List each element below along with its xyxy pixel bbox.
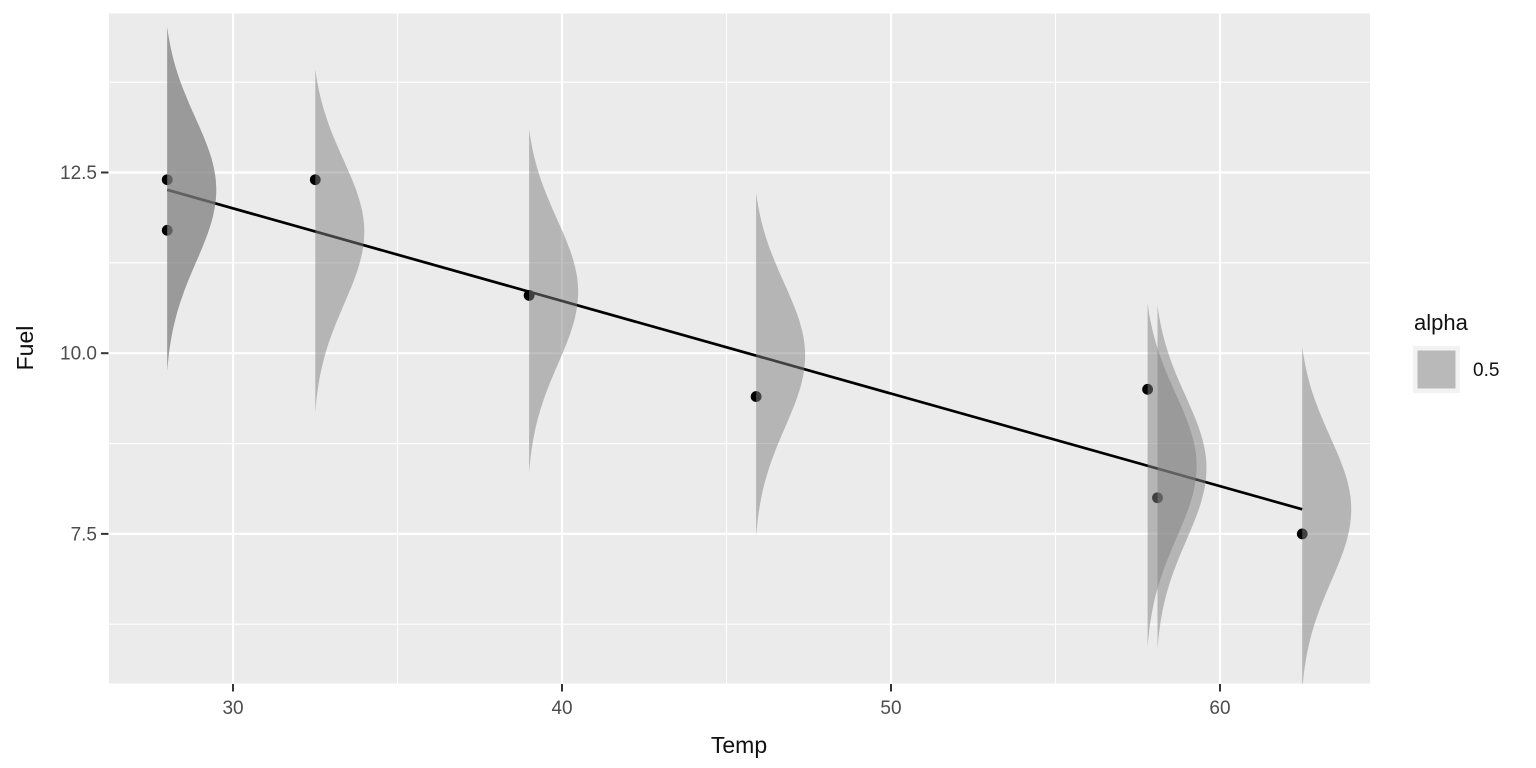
legend: alpha 0.5: [1413, 310, 1499, 393]
legend-item-label: 0.5: [1473, 360, 1499, 381]
y-axis-title: Fuel: [12, 326, 38, 371]
y-tick-label: 10.0: [60, 344, 97, 365]
y-tick-label: 12.5: [60, 163, 97, 184]
legend-key-swatch: [1417, 350, 1456, 389]
violin-slab: [167, 27, 217, 371]
violin-slab: [1157, 305, 1207, 649]
axis-tick-labels: 30 40 50 60 12.5 10.0 7.5: [60, 163, 1231, 719]
x-tick-label: 40: [551, 698, 572, 719]
violin-slab: [529, 129, 579, 473]
violin-slab: [315, 69, 365, 413]
y-tick-label: 7.5: [71, 524, 97, 545]
violin-slab: [756, 192, 806, 537]
x-tick-label: 50: [880, 698, 901, 719]
plot-panel: [109, 13, 1370, 684]
violin-slab: [1302, 346, 1352, 684]
axis-tick-marks: [101, 171, 1221, 692]
x-axis-title: Temp: [711, 732, 767, 758]
x-tick-label: 30: [222, 698, 243, 719]
x-tick-label: 60: [1209, 698, 1230, 719]
legend-title: alpha: [1414, 310, 1469, 335]
violin-slabs-layer: [167, 27, 1352, 684]
